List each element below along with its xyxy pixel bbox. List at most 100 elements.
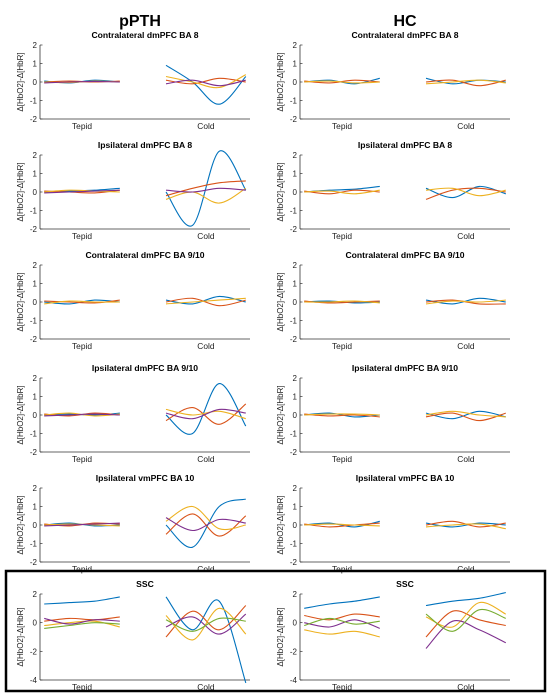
series-2-cold-line — [165, 180, 246, 197]
series-2-tepid-line — [304, 522, 380, 528]
series-3-cold-line — [425, 523, 506, 530]
x-category-label: Tepid — [72, 341, 92, 351]
y-tick-label: -2 — [30, 115, 38, 124]
series-3-cold-line — [165, 505, 246, 531]
panel-12: SSC -4 -2 0 2 Δ[HbO2]-Δ[HbR] Tepid Cold — [276, 579, 510, 692]
series-4-tepid-line — [44, 189, 120, 194]
panel-title: Contralateral dmPFC BA 8 — [351, 30, 458, 40]
y-tick-label: 2 — [293, 590, 298, 599]
x-category-label: Cold — [457, 121, 475, 131]
panel-title: Contralateral dmPFC BA 9/10 — [85, 250, 204, 260]
series-1-tepid-line — [44, 596, 120, 605]
y-tick-label: -4 — [30, 676, 38, 685]
y-tick-label: 2 — [33, 261, 38, 270]
series-3-cold-line — [425, 79, 506, 85]
x-category-label: Tepid — [332, 231, 352, 241]
series-3-tepid-line — [44, 620, 120, 628]
series-4-tepid-line — [44, 522, 120, 527]
panel-8: Ipsilateral dmPFC BA 9/10 -2 -1 0 1 2 Δ[HbO2]-… — [276, 363, 510, 464]
y-tick-label: -2 — [290, 448, 298, 457]
y-tick-label: 2 — [33, 484, 38, 493]
y-tick-label: 2 — [293, 374, 298, 383]
y-axis-label: Δ[HbO2]-Δ[HbR] — [16, 385, 25, 444]
series-5-tepid-line — [44, 622, 120, 629]
y-tick-label: -1 — [30, 430, 38, 439]
y-tick-label: -2 — [30, 558, 38, 567]
panel-title: SSC — [136, 579, 154, 589]
y-tick-label: -2 — [290, 335, 298, 344]
y-tick-label: 1 — [293, 503, 298, 512]
panel-title: Contralateral dmPFC BA 8 — [91, 30, 198, 40]
series-1-cold-line — [425, 592, 506, 607]
y-axis-label: Δ[HbO2]-Δ[HbR] — [276, 385, 285, 444]
series-4-tepid-line — [44, 617, 120, 625]
series-2-tepid-line — [44, 616, 120, 622]
x-category-label: Tepid — [332, 341, 352, 351]
series-2-tepid-line — [304, 613, 380, 621]
panel-1: Contralateral dmPFC BA 8 -2 -1 0 1 2 Δ[HbO2]-Δ… — [16, 30, 250, 131]
series-1-cold-line — [165, 64, 247, 105]
panel-9: Ipsilateral vmPFC BA 10 -2 -1 0 1 2 Δ[HbO2]-Δ[… — [16, 473, 250, 574]
y-tick-label: 2 — [33, 151, 38, 160]
series-3-cold-line — [425, 187, 506, 197]
series-1-cold-line — [165, 498, 246, 548]
panel-title: SSC — [396, 579, 414, 589]
x-category-label: Tepid — [72, 564, 92, 574]
y-tick-label: 0 — [293, 619, 298, 628]
x-category-label: Tepid — [332, 564, 352, 574]
y-tick-label: -1 — [290, 317, 298, 326]
y-tick-label: 1 — [33, 280, 38, 289]
series-2-cold-line — [165, 77, 246, 85]
y-tick-label: 0 — [33, 188, 38, 197]
series-3-cold-line — [165, 297, 246, 305]
panel-7: Ipsilateral dmPFC BA 9/10 -2 -1 0 1 2 Δ[HbO2]-… — [16, 363, 250, 464]
panel-11: SSC -4 -2 0 2 Δ[HbO2]-Δ[HbR] Tepid Cold — [16, 579, 250, 692]
y-tick-label: 2 — [33, 590, 38, 599]
y-axis-label: Δ[HbO2]-Δ[HbR] — [276, 495, 285, 554]
y-tick-label: 1 — [33, 503, 38, 512]
y-tick-label: 0 — [293, 188, 298, 197]
series-3-cold-line — [165, 408, 246, 420]
x-category-label: Tepid — [72, 454, 92, 464]
series-3-tepid-line — [304, 629, 380, 638]
y-tick-label: -1 — [30, 97, 38, 106]
x-category-label: Cold — [457, 231, 475, 241]
panel-6: Contralateral dmPFC BA 9/10 -2 -1 0 1 2 Δ[HbO2… — [276, 250, 510, 351]
panel-title: Ipsilateral vmPFC BA 10 — [96, 473, 195, 483]
series-4-cold-line — [425, 619, 507, 649]
panel-10: Ipsilateral vmPFC BA 10 -2 -1 0 1 2 Δ[HbO2]-Δ[… — [276, 473, 510, 574]
y-axis-label: Δ[HbO2]-Δ[HbR] — [276, 272, 285, 331]
panel-3: Ipsilateral dmPFC BA 8 -2 -1 0 1 2 Δ[HbO2]-Δ[H… — [16, 140, 250, 241]
series-1-cold-line — [165, 383, 247, 435]
series-4-cold-line — [165, 187, 246, 193]
series-4-cold-line — [165, 613, 247, 635]
y-tick-label: 1 — [33, 393, 38, 402]
series-3-tepid-line — [44, 300, 120, 305]
column-title-right: HC — [393, 13, 417, 30]
x-category-label: Cold — [197, 231, 215, 241]
y-tick-label: 0 — [293, 521, 298, 530]
x-category-label: Tepid — [332, 121, 352, 131]
y-tick-label: -2 — [30, 647, 38, 656]
y-tick-label: 1 — [33, 170, 38, 179]
series-1-tepid-line — [44, 299, 120, 305]
series-1-tepid-line — [304, 300, 380, 304]
y-axis-label: Δ[HbO2]-Δ[HbR] — [16, 52, 25, 111]
series-3-tepid-line — [304, 300, 380, 304]
series-3-tepid-line — [44, 189, 120, 193]
y-tick-label: 2 — [33, 374, 38, 383]
panel-5: Contralateral dmPFC BA 9/10 -2 -1 0 1 2 Δ[HbO2… — [16, 250, 250, 351]
y-axis-label: Δ[HbO2]-Δ[HbR] — [16, 495, 25, 554]
panel-title: Contralateral dmPFC BA 9/10 — [345, 250, 464, 260]
y-axis-label: Δ[HbO2]-Δ[HbR] — [16, 272, 25, 331]
x-category-label: Cold — [457, 454, 475, 464]
y-tick-label: -1 — [290, 430, 298, 439]
x-category-label: Tepid — [72, 231, 92, 241]
series-5-cold-line — [165, 617, 246, 632]
y-tick-label: -2 — [290, 225, 298, 234]
y-axis-label: Δ[HbO2]-Δ[HbR] — [276, 52, 285, 111]
panel-title: Ipsilateral dmPFC BA 8 — [358, 140, 452, 150]
y-tick-label: 1 — [33, 60, 38, 69]
y-tick-label: -2 — [30, 225, 38, 234]
series-2-tepid-line — [304, 413, 380, 418]
